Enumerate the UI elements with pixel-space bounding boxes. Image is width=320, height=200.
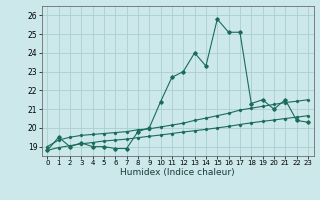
X-axis label: Humidex (Indice chaleur): Humidex (Indice chaleur)	[120, 168, 235, 177]
